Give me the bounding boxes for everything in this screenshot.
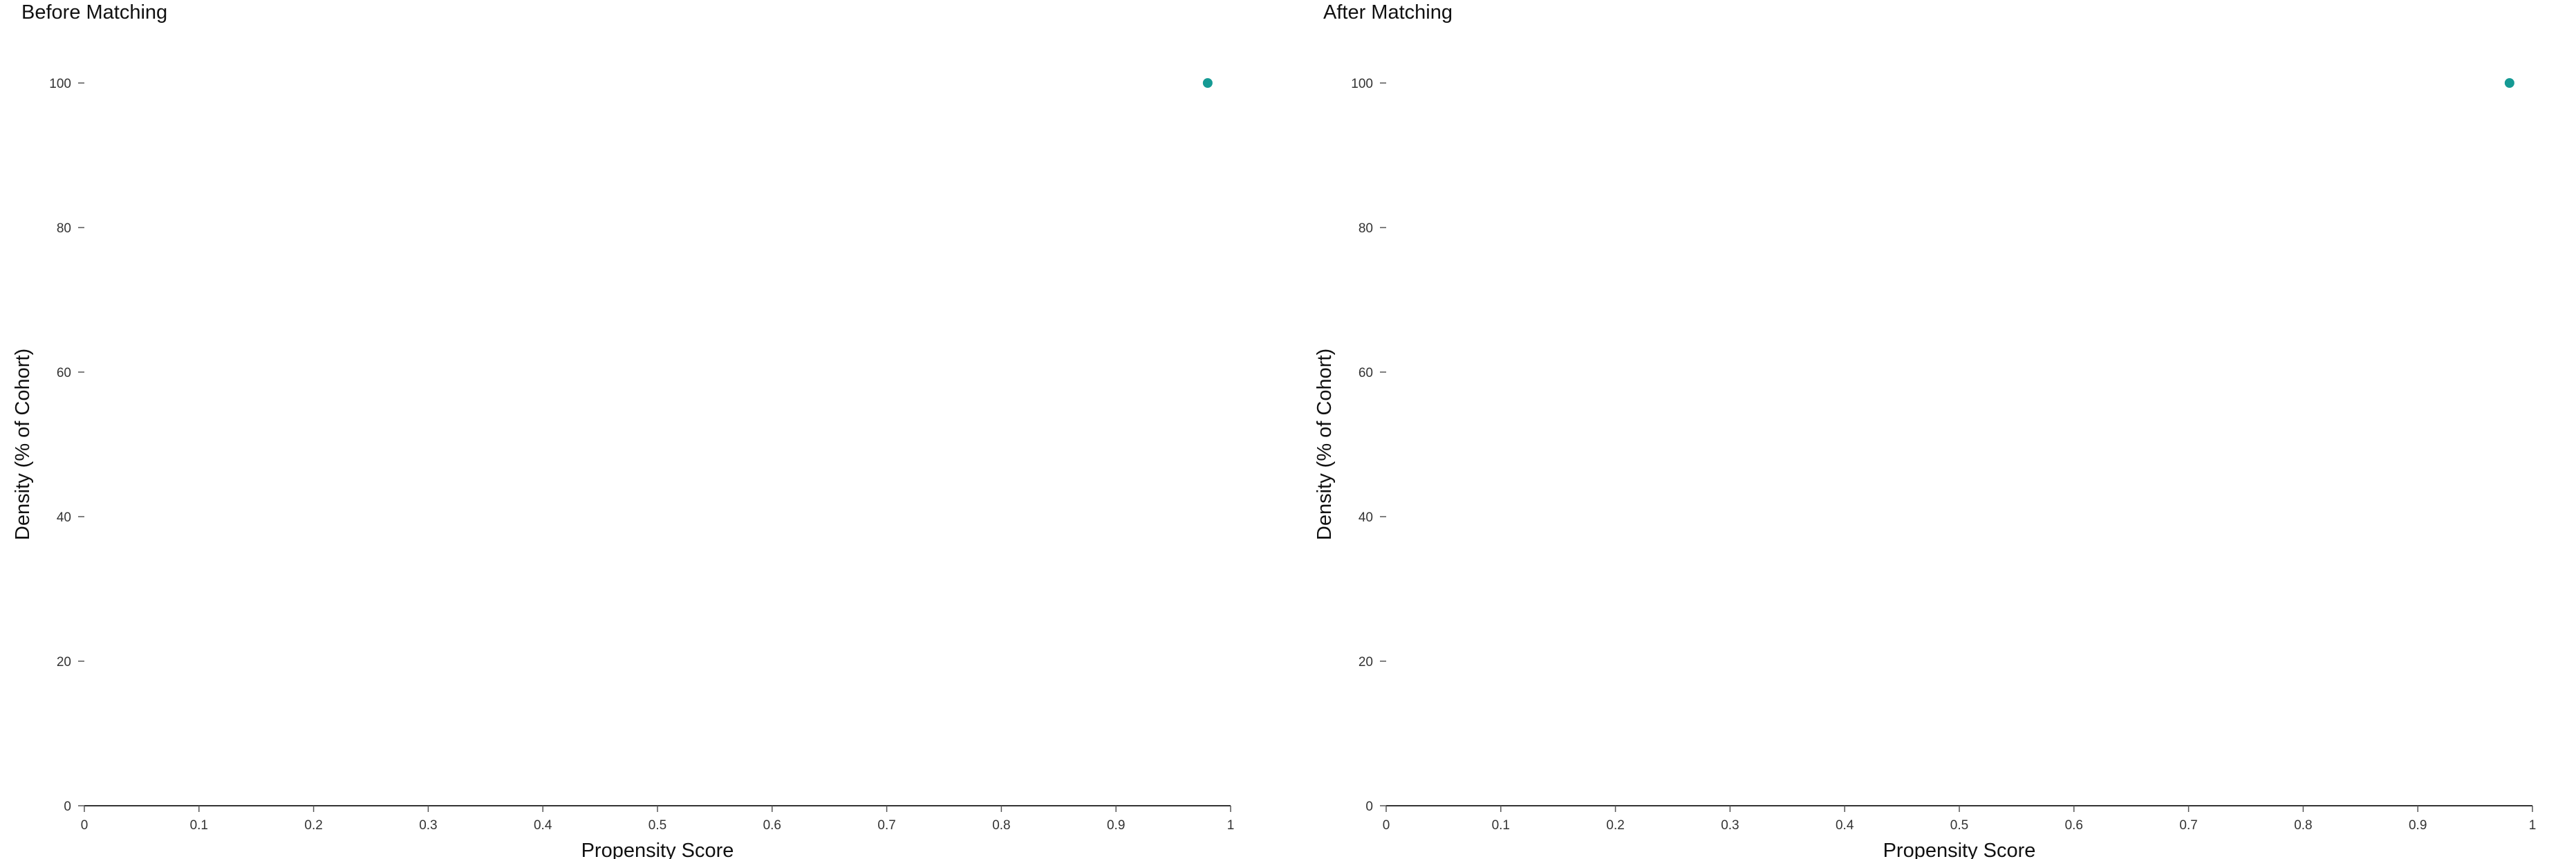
y-axis-title: Density (% of Cohort) bbox=[1314, 349, 1336, 540]
x-axis-title: Propensity Score bbox=[1883, 840, 2036, 859]
y-tick-label: 60 bbox=[1359, 366, 1373, 380]
before-matching-chart: 0 0.1 0.2 0.3 0.4 0.5 0.6 0.7 0.8 0.9 1 0 20 40 60 80 10… bbox=[12, 77, 1235, 859]
x-tick-label: 0.5 bbox=[648, 818, 666, 833]
x-tick-label: 0.6 bbox=[763, 818, 781, 833]
x-tick-label: 0.3 bbox=[1721, 818, 1739, 833]
x-tick-label: 0.2 bbox=[304, 818, 322, 833]
y-tick-label: 0 bbox=[64, 800, 71, 814]
chart-title: Before Matching bbox=[21, 1, 168, 24]
y-tick-label: 100 bbox=[49, 77, 71, 91]
after-matching-chart: 0 0.1 0.2 0.3 0.4 0.5 0.6 0.7 0.8 0.9 1 0 20 40 60 80 10… bbox=[1314, 77, 2537, 859]
x-tick-label: 1 bbox=[1227, 818, 1235, 833]
after-matching-panel: After Matching 0 0.1 0.2 0.3 0.4 0.5 0.6 0.7 0.8… bbox=[1302, 0, 2576, 859]
y-tick-label: 20 bbox=[1359, 655, 1373, 669]
y-tick-label: 0 bbox=[1365, 800, 1373, 814]
data-point bbox=[1202, 78, 1213, 88]
y-tick-label: 40 bbox=[57, 510, 71, 525]
x-tick-label: 0.4 bbox=[1836, 818, 1854, 833]
x-tick-label: 0.1 bbox=[1492, 818, 1510, 833]
x-tick-label: 0.8 bbox=[992, 818, 1010, 833]
x-tick-label: 0.9 bbox=[2409, 818, 2427, 833]
y-tick-label: 100 bbox=[1351, 77, 1373, 91]
x-tick-label: 0.8 bbox=[2294, 818, 2312, 833]
x-tick-label: 0 bbox=[81, 818, 88, 833]
x-tick-label: 0.3 bbox=[419, 818, 437, 833]
x-tick-label: 0.4 bbox=[534, 818, 552, 833]
x-tick-label: 0.6 bbox=[2065, 818, 2083, 833]
x-tick-label: 0.7 bbox=[877, 818, 895, 833]
x-tick-label: 0 bbox=[1383, 818, 1390, 833]
x-tick-label: 0.1 bbox=[190, 818, 208, 833]
x-tick-label: 0.5 bbox=[1950, 818, 1968, 833]
x-axis-title: Propensity Score bbox=[581, 840, 734, 859]
x-tick-label: 0.9 bbox=[1107, 818, 1125, 833]
x-tick-label: 1 bbox=[2529, 818, 2537, 833]
x-tick-label: 0.7 bbox=[2179, 818, 2197, 833]
y-axis-title: Density (% of Cohort) bbox=[12, 349, 34, 540]
y-tick-label: 80 bbox=[57, 221, 71, 236]
y-tick-label: 80 bbox=[1359, 221, 1373, 236]
chart-title: After Matching bbox=[1323, 1, 1453, 24]
y-tick-label: 60 bbox=[57, 366, 71, 380]
y-tick-label: 40 bbox=[1359, 510, 1373, 525]
data-point bbox=[2504, 78, 2514, 88]
x-tick-label: 0.2 bbox=[1606, 818, 1624, 833]
before-matching-panel: Before Matching 0 0.1 0.2 0.3 0.4 0.5 0.6 0.7 0.… bbox=[12, 1, 1235, 859]
y-tick-label: 20 bbox=[57, 655, 71, 669]
